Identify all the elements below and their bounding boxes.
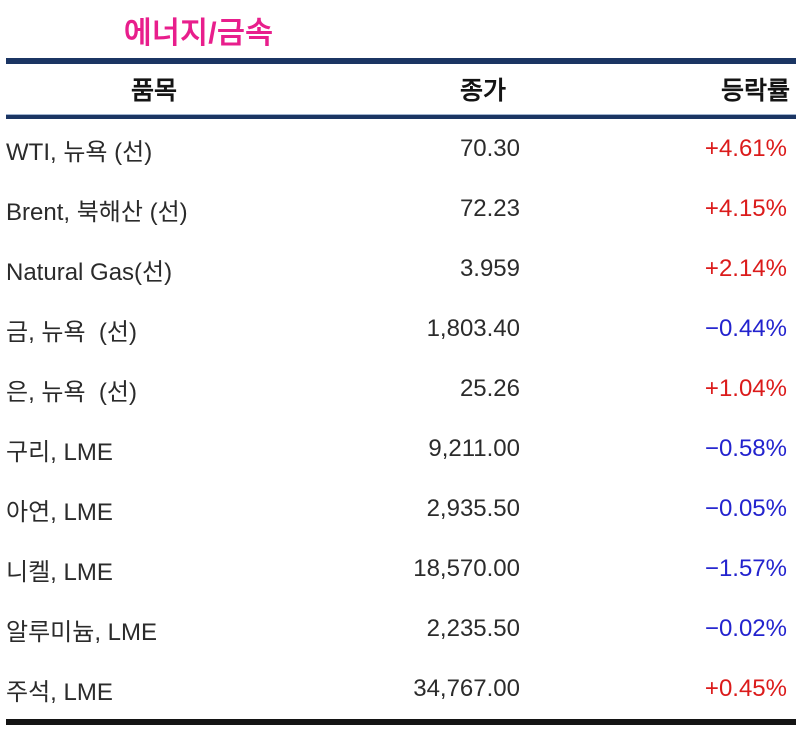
table-row: 금, 뉴욕 (선) 1,803.40 −0.44% <box>6 299 796 359</box>
close-price: 70.30 <box>459 135 520 162</box>
close-price: 72.23 <box>459 195 520 222</box>
change-rate: +0.45% <box>704 675 787 702</box>
item-name: 주석, LME <box>6 678 113 706</box>
item-name: 은, 뉴욕 (선) <box>6 378 137 406</box>
table-row: Natural Gas(선) 3.959 +2.14% <box>6 239 796 299</box>
table-row: 니켈, LME 18,570.00 −1.57% <box>6 539 796 599</box>
change-rate: +4.15% <box>704 195 787 222</box>
item-name: 금, 뉴욕 (선) <box>6 318 137 346</box>
table-row: 아연, LME 2,935.50 −0.05% <box>6 479 796 539</box>
close-price: 34,767.00 <box>413 675 520 702</box>
table-row: 알루미늄, LME 2,235.50 −0.02% <box>6 599 796 659</box>
item-name: 니켈, LME <box>6 558 113 586</box>
item-name: 아연, LME <box>6 498 113 526</box>
change-rate: −0.05% <box>704 495 787 522</box>
close-price: 2,935.50 <box>426 495 520 522</box>
table-row: 주석, LME 34,767.00 +0.45% <box>6 659 796 719</box>
change-rate: +2.14% <box>704 255 787 282</box>
table-row: 구리, LME 9,211.00 −0.58% <box>6 419 796 479</box>
item-name: Brent, 북해산 (선) <box>6 198 188 226</box>
commodity-price-table: 품목 종가 등락률 WTI, 뉴욕 (선) 70.30 +4.61% Brent… <box>6 58 796 725</box>
header-item: 품목 <box>130 77 177 105</box>
header-change: 등락률 <box>720 77 790 105</box>
bottom-rule <box>6 719 796 725</box>
item-name: WTI, 뉴욕 (선) <box>6 138 153 166</box>
table-row: 은, 뉴욕 (선) 25.26 +1.04% <box>6 359 796 419</box>
header-close: 종가 <box>459 77 506 105</box>
change-rate: −0.44% <box>704 315 787 342</box>
table-row: Brent, 북해산 (선) 72.23 +4.15% <box>6 179 796 239</box>
item-name: 구리, LME <box>6 438 113 466</box>
table-body: WTI, 뉴욕 (선) 70.30 +4.61% Brent, 북해산 (선) … <box>6 119 796 719</box>
top-rule <box>6 58 796 64</box>
item-name: Natural Gas(선) <box>6 258 173 286</box>
change-rate: −0.58% <box>704 435 787 462</box>
change-rate: +4.61% <box>704 135 787 162</box>
close-price: 1,803.40 <box>426 315 520 342</box>
close-price: 9,211.00 <box>428 435 520 462</box>
change-rate: +1.04% <box>704 375 787 402</box>
table-title: 에너지/금속 <box>124 17 274 50</box>
header-rule <box>6 114 796 119</box>
table-header-row: 품목 종가 등락률 <box>6 64 796 114</box>
table-row: WTI, 뉴욕 (선) 70.30 +4.61% <box>6 119 796 179</box>
close-price: 18,570.00 <box>413 555 520 582</box>
change-rate: −1.57% <box>704 555 787 582</box>
item-name: 알루미늄, LME <box>6 618 158 646</box>
close-price: 3.959 <box>459 255 520 282</box>
change-rate: −0.02% <box>704 615 787 642</box>
close-price: 2,235.50 <box>426 615 520 642</box>
close-price: 25.26 <box>459 375 520 402</box>
